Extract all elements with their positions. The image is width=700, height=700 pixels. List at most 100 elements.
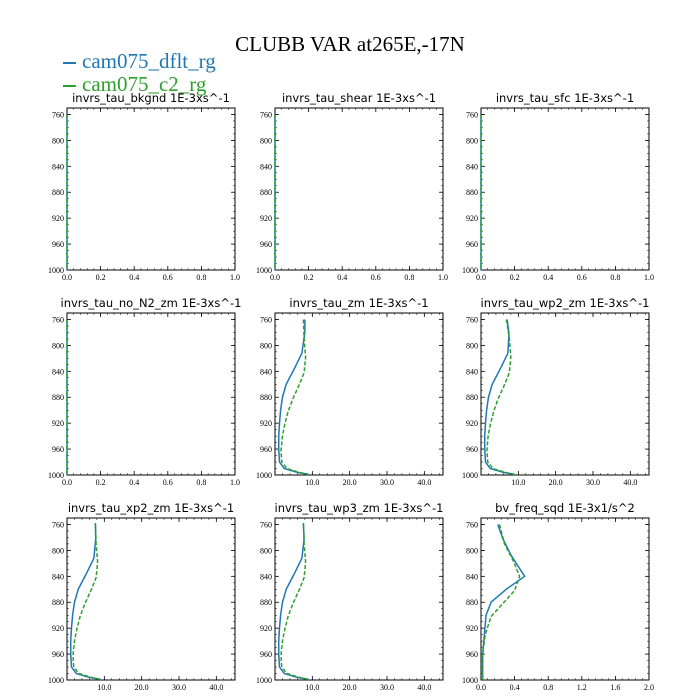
- y-tick-label: 920: [52, 419, 64, 428]
- x-tick-label: 0.4: [543, 273, 553, 282]
- x-tick-label: 10.0: [511, 478, 525, 487]
- y-tick-label: 880: [260, 598, 272, 607]
- x-tick-label: 0.6: [577, 273, 587, 282]
- x-tick-label: 0.8: [610, 273, 620, 282]
- y-tick-label: 840: [466, 162, 478, 171]
- x-tick-label: 30.0: [172, 683, 186, 692]
- x-tick-label: 0.8: [196, 273, 206, 282]
- legend-item-c2: cam075_c2_rg: [63, 73, 216, 96]
- y-tick-label: 1000: [462, 676, 478, 685]
- panel-title: invrs_tau_xp2_zm 1E-3xs^-1: [68, 501, 234, 515]
- panel-title: invrs_tau_bkgnd 1E-3xs^-1: [72, 91, 230, 105]
- plot-frame: [274, 312, 444, 476]
- x-tick-label: 2.0: [644, 683, 654, 692]
- y-tick-label: 760: [52, 315, 64, 324]
- x-tick-label: 0.6: [163, 478, 173, 487]
- y-tick-label: 1000: [48, 471, 64, 480]
- y-tick-label: 880: [52, 188, 64, 197]
- x-tick-label: 0.2: [96, 273, 106, 282]
- y-tick-label: 800: [52, 341, 64, 350]
- series-line-cam075-dflt-rg: [69, 523, 101, 681]
- y-tick-label: 800: [466, 546, 478, 555]
- y-tick-label: 840: [260, 162, 272, 171]
- x-tick-label: 0.0: [476, 683, 486, 692]
- panel-bv-freq-sqd: bv_freq_sqd 1E-3x1/s^2 760 800 840 880 920 960…: [462, 501, 654, 692]
- y-tick-label: 800: [260, 341, 272, 350]
- panel-title: invrs_tau_shear 1E-3xs^-1: [282, 91, 436, 105]
- y-tick-label: 840: [466, 367, 478, 376]
- y-tick-label: 960: [260, 650, 272, 659]
- x-tick-label: 30.0: [380, 683, 394, 692]
- plot-frame: [274, 107, 444, 271]
- y-tick-label: 800: [52, 546, 64, 555]
- plot-frame: [66, 517, 236, 681]
- y-tick-label: 960: [466, 240, 478, 249]
- x-tick-label: 40.0: [417, 478, 431, 487]
- x-tick-label: 20.0: [343, 683, 357, 692]
- y-tick-label: 1000: [462, 471, 478, 480]
- panel-invrs-tau-bkgnd: invrs_tau_bkgnd 1E-3xs^-1 760 800 840 880 920…: [48, 91, 240, 282]
- y-tick-label: 960: [52, 445, 64, 454]
- panel-title: invrs_tau_no_N2_zm 1E-3xs^-1: [61, 296, 242, 310]
- x-tick-label: 0.0: [476, 273, 486, 282]
- x-tick-label: 0.6: [371, 273, 381, 282]
- x-tick-label: 1.2: [577, 683, 587, 692]
- x-tick-label: 0.8: [196, 478, 206, 487]
- series-line-cam075-dflt-rg: [277, 523, 309, 681]
- y-tick-label: 760: [52, 110, 64, 119]
- y-tick-label: 840: [466, 572, 478, 581]
- y-tick-label: 920: [466, 214, 478, 223]
- series-line-cam075-c2-rg: [486, 319, 515, 476]
- y-tick-label: 920: [260, 419, 272, 428]
- legend-label-dflt: cam075_dflt_rg: [82, 49, 216, 73]
- y-tick-label: 920: [466, 419, 478, 428]
- x-tick-label: 40.0: [209, 683, 223, 692]
- series-line-cam075-dflt-rg: [483, 319, 515, 476]
- x-tick-label: 30.0: [380, 478, 394, 487]
- y-tick-label: 760: [52, 520, 64, 529]
- x-tick-label: 1.0: [230, 273, 240, 282]
- y-tick-label: 880: [466, 188, 478, 197]
- x-tick-label: 0.4: [337, 273, 347, 282]
- y-tick-label: 920: [260, 624, 272, 633]
- y-tick-label: 880: [466, 598, 478, 607]
- y-tick-label: 1000: [48, 676, 64, 685]
- panel-invrs-tau-no-N2-zm: invrs_tau_no_N2_zm 1E-3xs^-1 760 800 840 880…: [48, 296, 241, 487]
- legend-swatch-dflt: [63, 62, 76, 65]
- plot-frame: [66, 312, 236, 476]
- plot-frame: [274, 517, 444, 681]
- y-tick-label: 760: [260, 110, 272, 119]
- panel-invrs-tau-zm: invrs_tau_zm 1E-3xs^-1 760 800 840 880 920 960…: [256, 296, 444, 487]
- x-tick-label: 10.0: [305, 478, 319, 487]
- y-tick-label: 960: [52, 650, 64, 659]
- y-tick-label: 800: [466, 136, 478, 145]
- y-tick-label: 880: [260, 188, 272, 197]
- x-tick-label: 0.8: [404, 273, 414, 282]
- x-tick-label: 0.4: [129, 478, 139, 487]
- x-tick-label: 0.0: [62, 273, 72, 282]
- legend-swatch-c2: [63, 85, 76, 88]
- y-tick-label: 960: [260, 240, 272, 249]
- panel-invrs-tau-xp2-zm: invrs_tau_xp2_zm 1E-3xs^-1 760 800 840 880 92…: [48, 501, 236, 692]
- series-line-cam075-dflt-rg: [277, 319, 309, 476]
- x-tick-label: 10.0: [305, 683, 319, 692]
- y-tick-label: 840: [52, 162, 64, 171]
- y-tick-label: 960: [466, 650, 478, 659]
- y-tick-label: 840: [260, 572, 272, 581]
- series-line-cam075-c2-rg: [481, 524, 521, 680]
- y-tick-label: 800: [52, 136, 64, 145]
- y-tick-label: 800: [260, 136, 272, 145]
- x-tick-label: 1.0: [438, 273, 448, 282]
- x-tick-label: 1.0: [644, 273, 654, 282]
- y-tick-label: 880: [466, 393, 478, 402]
- y-tick-label: 960: [466, 445, 478, 454]
- y-tick-label: 1000: [256, 266, 272, 275]
- x-tick-label: 1.0: [230, 478, 240, 487]
- plot-frame: [480, 517, 650, 681]
- y-tick-label: 880: [52, 598, 64, 607]
- y-tick-label: 920: [52, 624, 64, 633]
- y-tick-label: 840: [260, 367, 272, 376]
- y-tick-label: 760: [260, 315, 272, 324]
